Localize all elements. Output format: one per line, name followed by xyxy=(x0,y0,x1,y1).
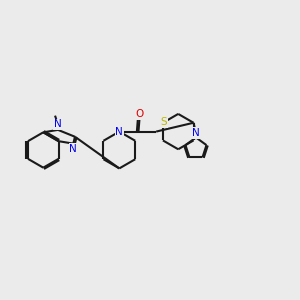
Text: S: S xyxy=(161,117,167,127)
Text: N: N xyxy=(192,128,200,138)
Text: N: N xyxy=(54,119,62,130)
Text: N: N xyxy=(116,127,123,136)
Text: O: O xyxy=(135,109,144,119)
Text: N: N xyxy=(69,144,77,154)
